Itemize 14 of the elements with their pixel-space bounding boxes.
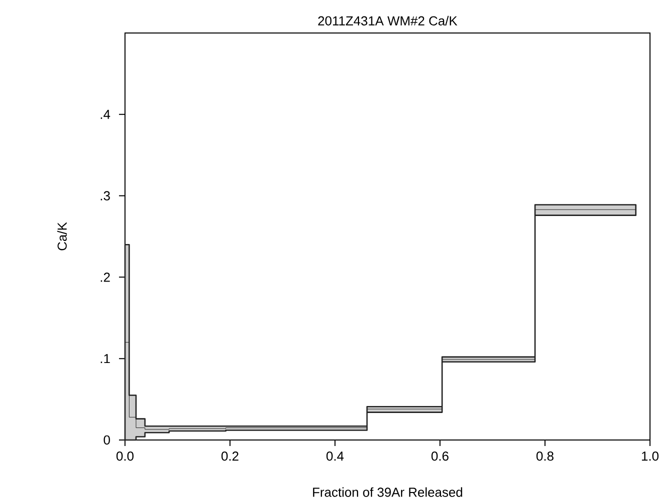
- x-tick-label: 0.0: [116, 451, 134, 461]
- y-tick-label: 0: [104, 435, 110, 444]
- x-axis-title: Fraction of 39Ar Released: [313, 487, 462, 497]
- x-tick-label: 1.0: [642, 451, 659, 461]
- x-tick-label: 0.6: [431, 451, 448, 461]
- y-tick-label: .2: [100, 272, 110, 282]
- y-axis-title: Ca/K: [57, 222, 67, 250]
- x-tick-label: 0.4: [326, 451, 344, 461]
- chart-title: 2011Z431A WM#2 Ca/K: [318, 16, 458, 26]
- x-tick-label: 0.2: [221, 451, 238, 461]
- y-tick-label: .1: [100, 354, 110, 363]
- y-tick-label: .3: [100, 191, 110, 200]
- x-tick-label: 0.8: [536, 451, 554, 461]
- y-tick-label: .4: [100, 110, 110, 119]
